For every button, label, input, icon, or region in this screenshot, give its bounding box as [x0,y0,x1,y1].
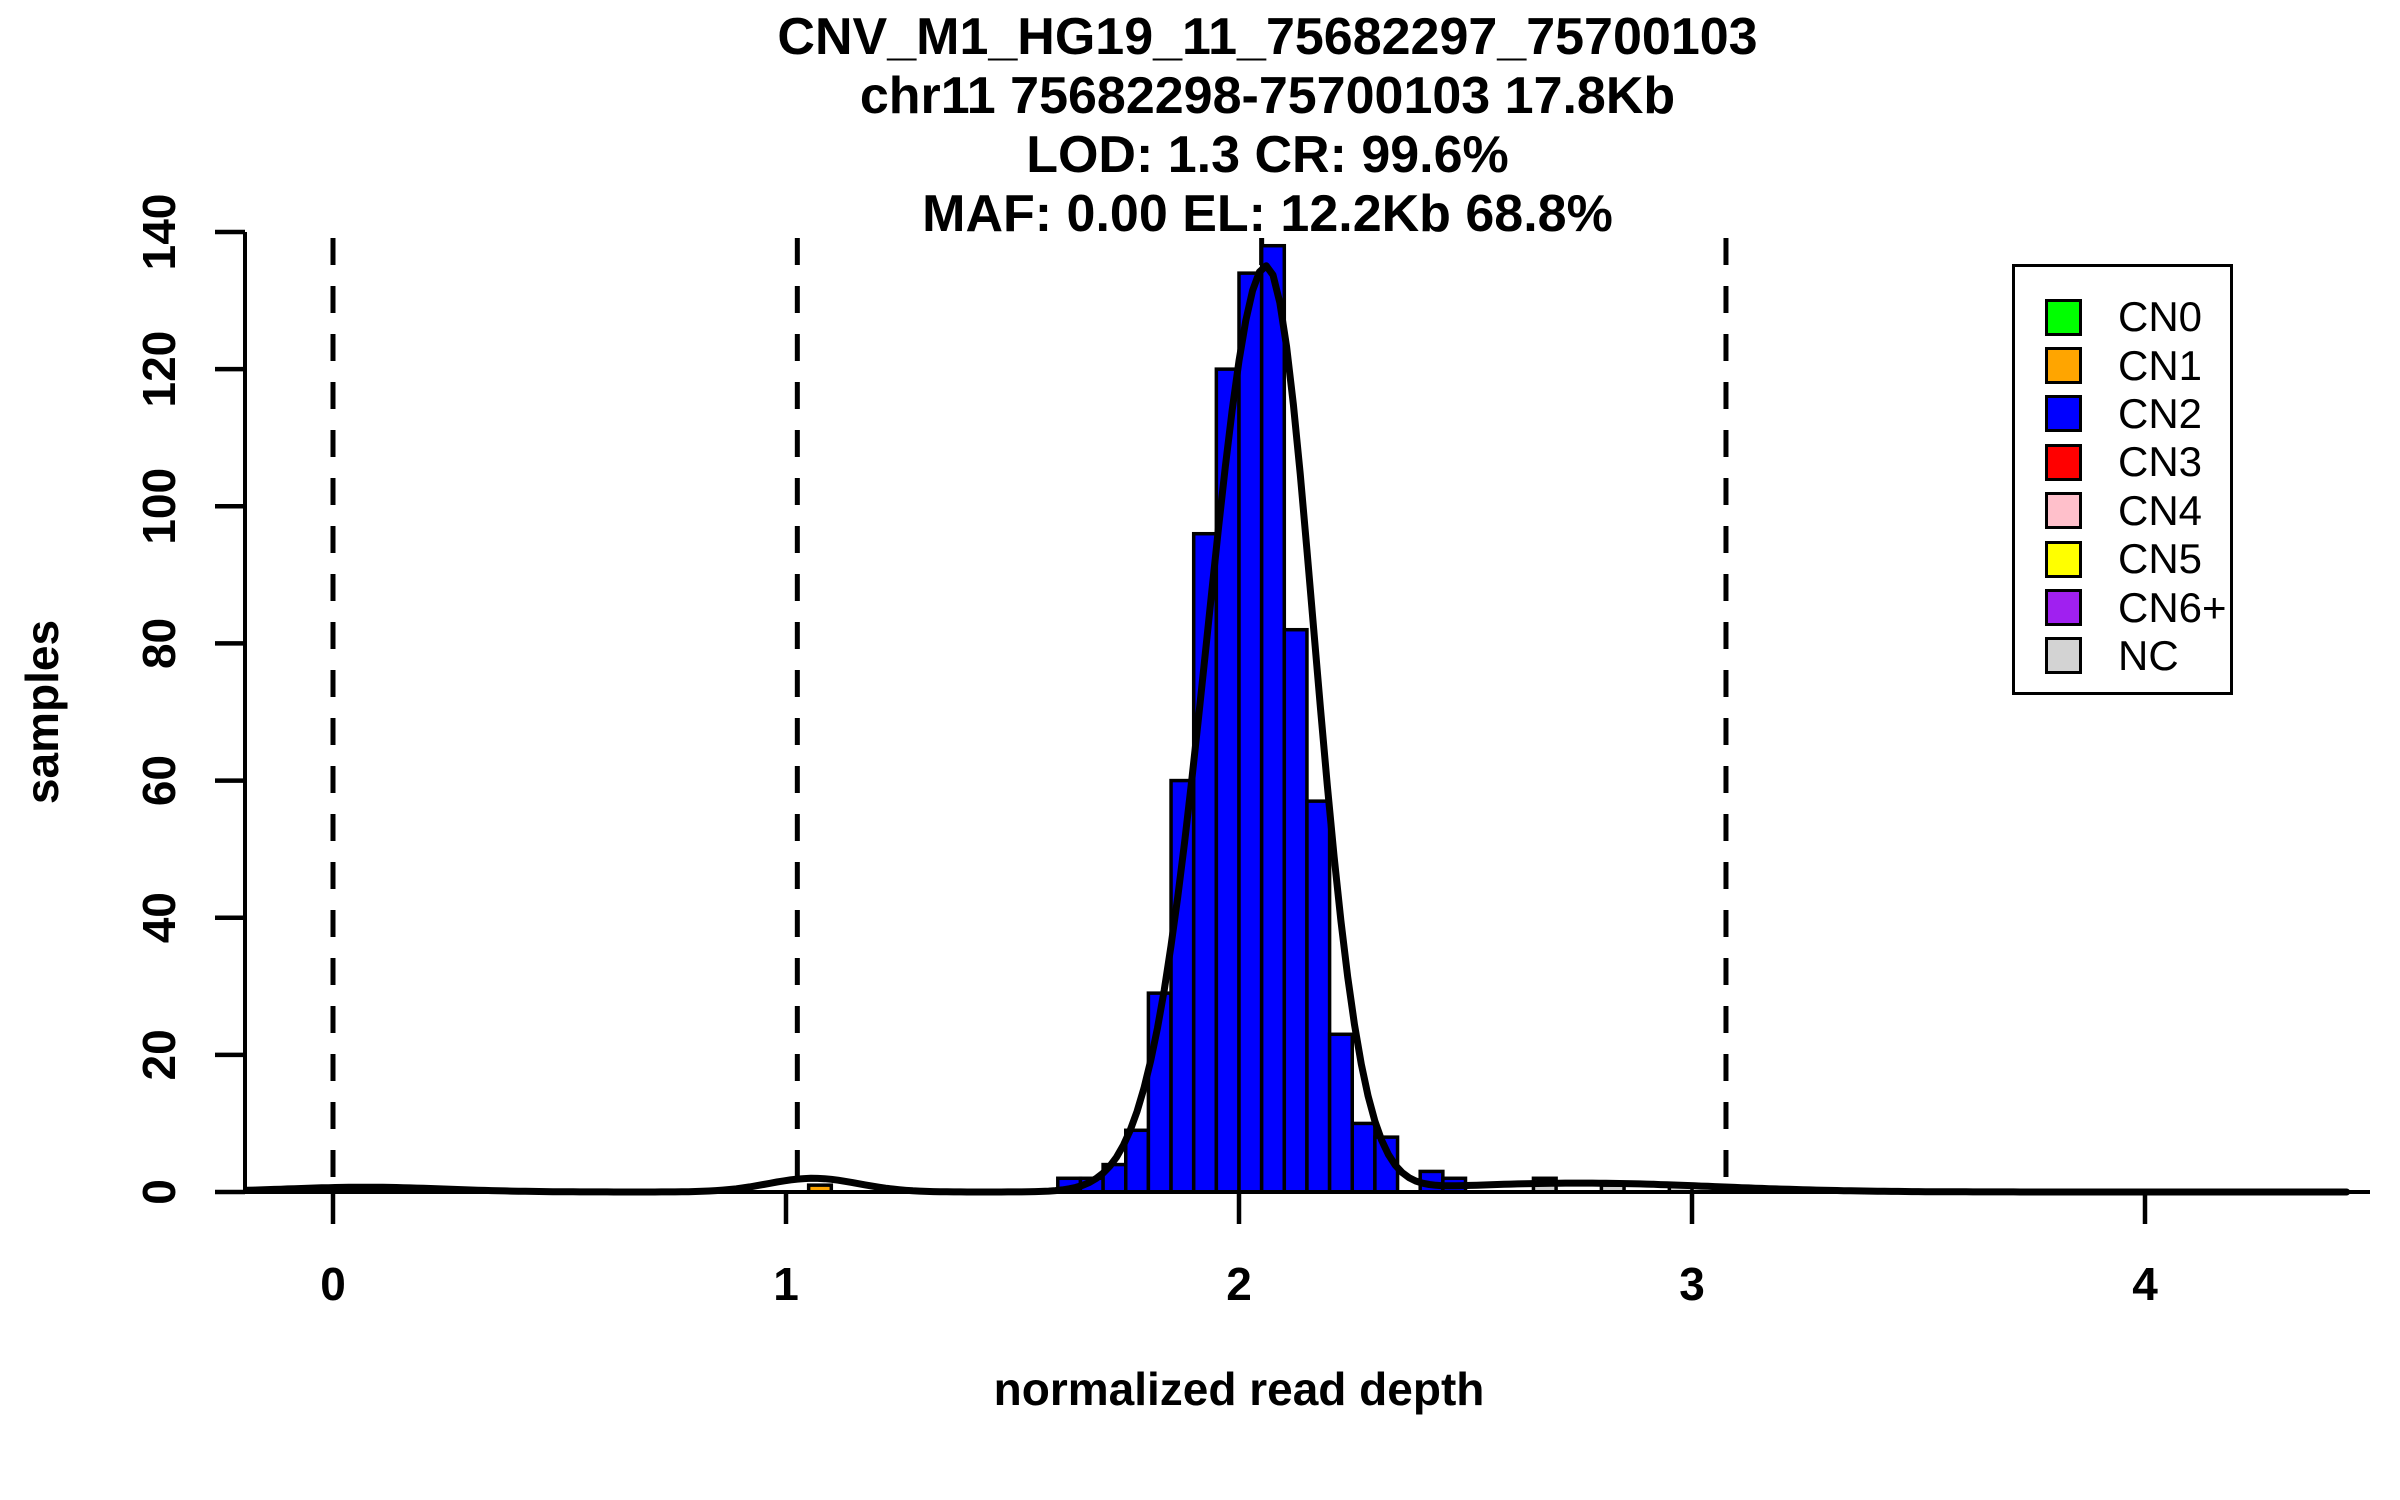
legend-item: CN5 [2015,535,2230,583]
legend-label: CN3 [2118,438,2203,486]
legend-swatch-cn1 [2045,347,2082,385]
legend-label: CN0 [2118,293,2203,341]
title-line-cnv-id: CNV_M1_HG19_11_75682297_75700103 [777,8,1758,66]
title-line-maf-el: MAF: 0.00 EL: 12.2Kb 68.8% [922,185,1613,243]
y-axis-title: samples [16,620,68,804]
y-tick-label: 140 [133,194,185,271]
y-tick-label: 60 [133,755,185,806]
legend-item: CN6+ [2015,583,2230,631]
legend-item: CN1 [2015,341,2230,389]
legend-label: CN2 [2118,389,2203,437]
legend-item: CN4 [2015,487,2230,535]
legend-label: NC [2118,631,2179,679]
legend-swatch-cn4 [2045,492,2082,530]
histogram-bar [1305,799,1332,1194]
legend-swatch-cn5 [2045,540,2082,578]
histogram-bar [1282,627,1309,1194]
legend-swatch-cn0 [2045,298,2082,336]
x-axis-title: normalized read depth [994,1363,1485,1415]
legend-label: CN1 [2118,341,2203,389]
legend-item: CN3 [2015,438,2230,486]
y-tick-label: 40 [133,892,185,943]
y-tick-label: 0 [133,1179,185,1205]
histogram-bar [1259,243,1287,1194]
legend-label: CN4 [2118,486,2203,534]
legend-swatch-cn2 [2045,395,2082,433]
y-tick-label: 20 [133,1029,185,1080]
x-tick-label: 3 [1679,1258,1705,1310]
y-tick-label: 80 [133,618,185,669]
legend-label: CN6+ [2118,583,2227,631]
chart-title: CNV_M1_HG19_11_75682297_75700103 chr11 7… [245,8,2290,244]
y-tick-label: 120 [133,331,185,408]
histogram-bar [1350,1121,1377,1194]
legend-swatch-nc [2045,637,2082,675]
x-tick-label: 2 [1226,1258,1252,1310]
legend-item: CN0 [2015,293,2230,341]
title-line-lod-cr: LOD: 1.3 CR: 99.6% [1026,126,1509,184]
histogram-bar [1327,1032,1354,1194]
histogram-bar [1237,271,1264,1194]
legend-swatch-cn6plus [2045,589,2082,627]
x-tick-label: 4 [2132,1258,2158,1310]
legend-box: CN0 CN1 CN2 CN3 CN4 CN5 CN6+ NC [2012,264,2233,695]
legend-swatch-cn3 [2045,443,2082,481]
x-tick-label: 0 [320,1258,346,1310]
title-line-region: chr11 75682298-75700103 17.8Kb [859,67,1676,125]
legend-label: CN5 [2118,535,2203,583]
legend-item: NC [2015,632,2230,680]
y-tick-label: 100 [133,468,185,545]
x-tick-label: 1 [773,1258,799,1310]
legend-item: CN2 [2015,390,2230,438]
